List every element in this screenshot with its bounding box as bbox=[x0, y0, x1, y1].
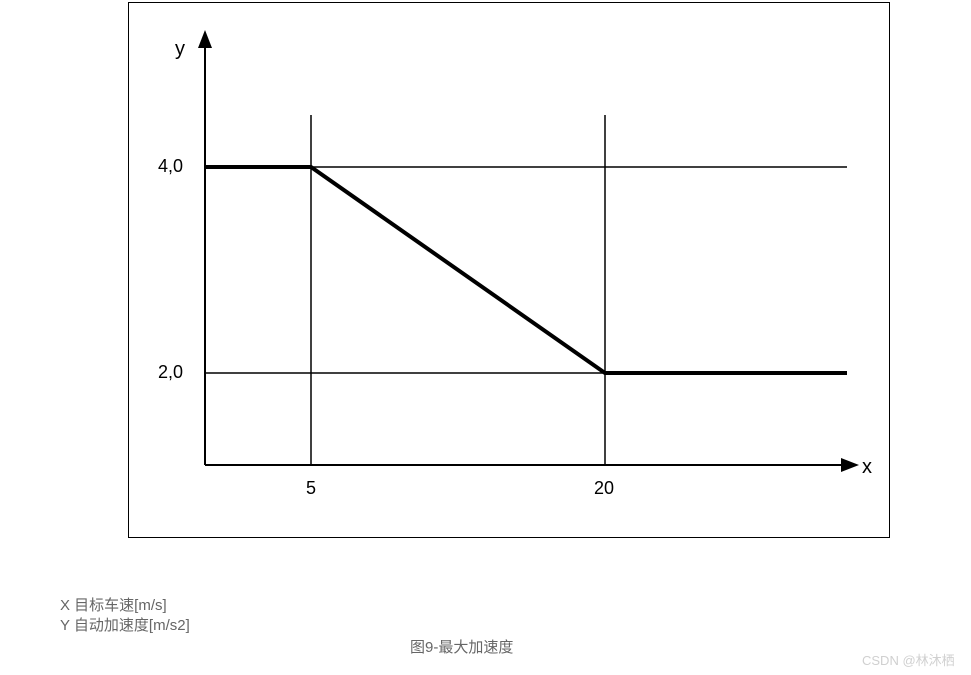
chart-plot bbox=[0, 0, 971, 560]
legend-y: Y 自动加速度[m/s2] bbox=[60, 614, 190, 635]
x-axis-label: x bbox=[862, 456, 872, 479]
x-tick-5: 5 bbox=[306, 478, 316, 499]
figure-caption: 图9-最大加速度 bbox=[410, 636, 513, 657]
watermark: CSDN @林沐栖 bbox=[862, 650, 955, 669]
y-axis-arrow-icon bbox=[198, 30, 212, 48]
x-tick-20: 20 bbox=[594, 478, 614, 499]
y-tick-2: 2,0 bbox=[158, 362, 183, 383]
data-line bbox=[205, 167, 847, 373]
y-tick-4: 4,0 bbox=[158, 156, 183, 177]
legend-x: X 目标车速[m/s] bbox=[60, 594, 167, 615]
y-axis-label: y bbox=[175, 38, 185, 61]
x-axis-arrow-icon bbox=[841, 458, 859, 472]
